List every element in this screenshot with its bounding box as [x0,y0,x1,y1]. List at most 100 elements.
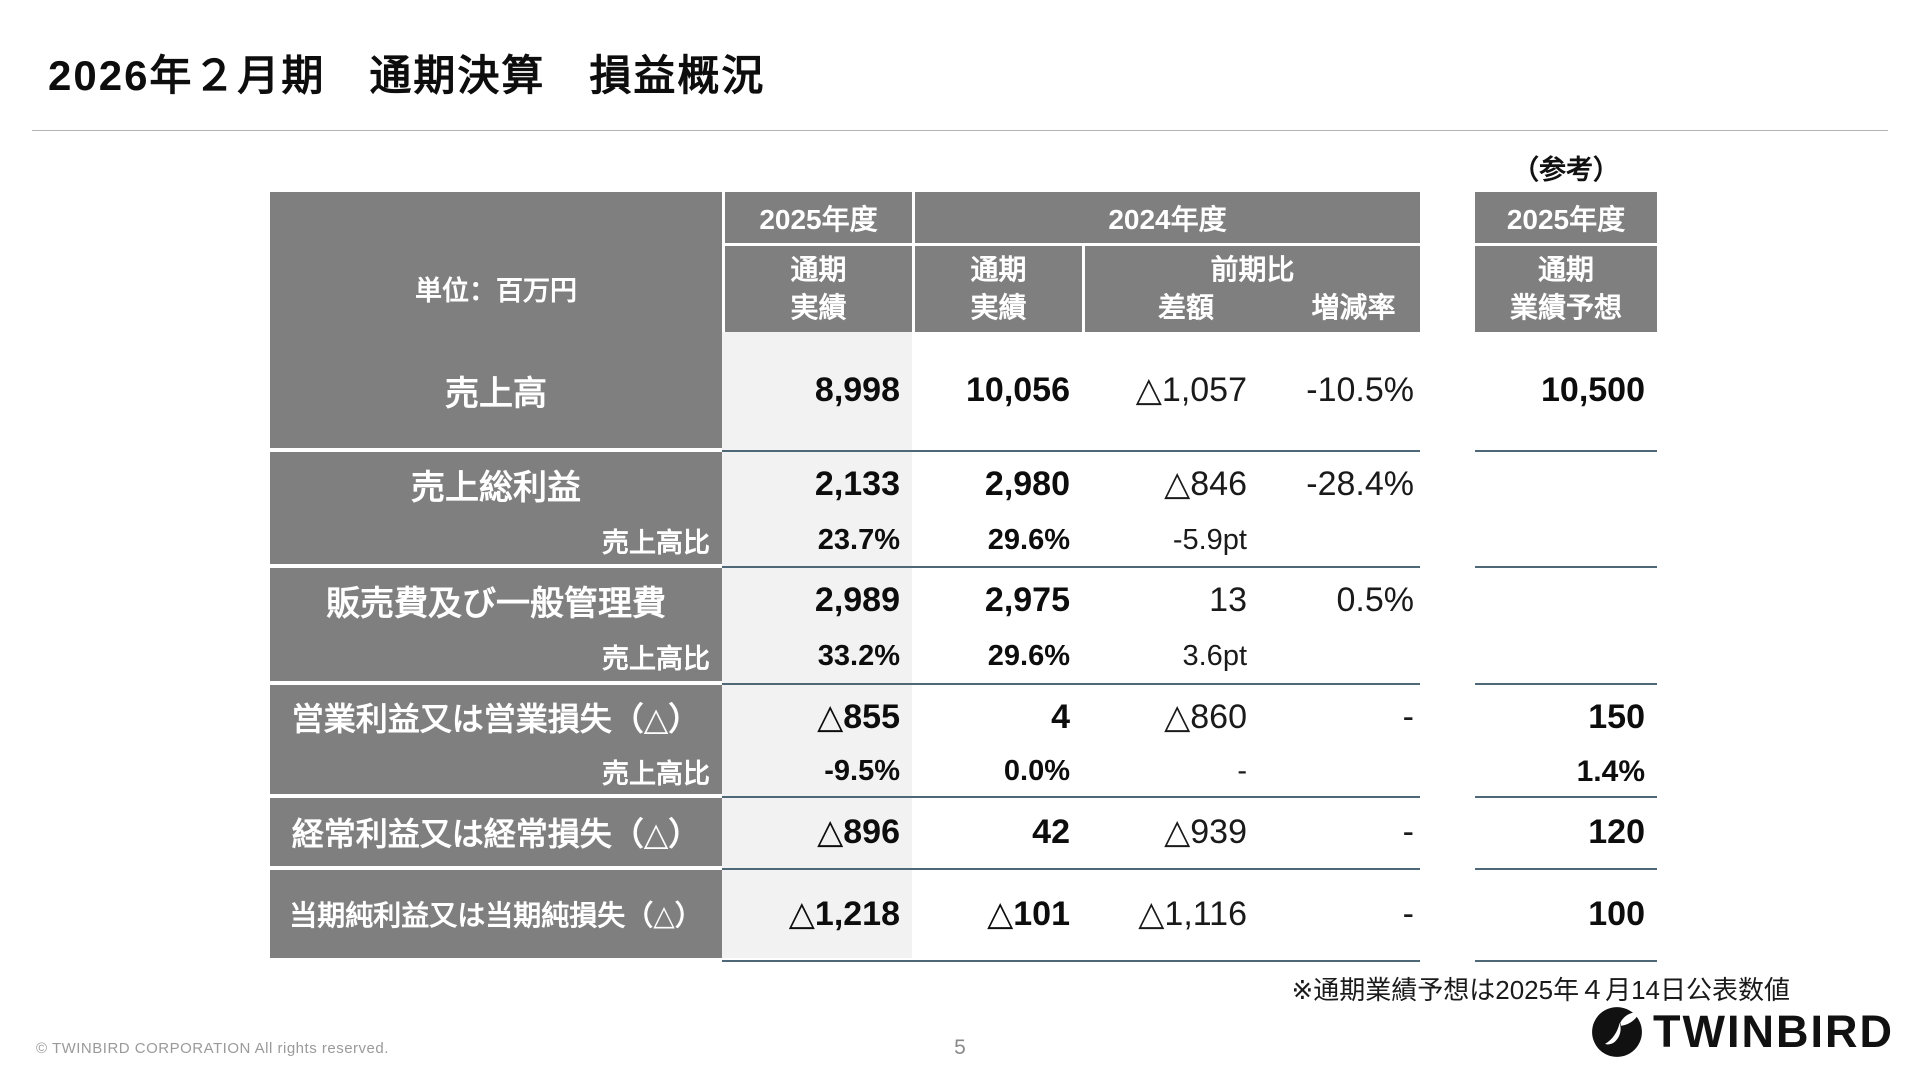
actual-2025-value: △896 [817,813,900,851]
fy2025-highlight-column [722,332,912,958]
table-row-sga: 販売費及び一般管理費 2,989 2,975 13 0.5% 売上高比 33.2… [270,568,1657,685]
page-number: 5 [954,1036,966,1059]
row-separator [722,683,1420,685]
actual-2024-value: 4 [1051,697,1070,736]
sub-row-label: 売上高比 [602,759,710,789]
row-label-cell [270,332,722,448]
unit-label: 単位：百万円 [415,276,577,306]
diff-value: △846 [1164,465,1247,503]
row-label-cell [270,568,722,681]
header-fy2025-actual: 通期 実績 [725,246,912,332]
sub-2024-value: 29.6% [987,523,1070,556]
actual-2024-value: △101 [987,895,1070,933]
table-row-net-sales: 売上高 8,998 10,056 △1,057 -10.5% 10,500 [270,332,1657,452]
row-label-cell [270,685,722,794]
sub-2024-value: 0.0% [1003,755,1070,787]
header-forecast: 通期 業績予想 [1475,246,1657,332]
sub-diff-value: 3.6pt [1182,640,1248,672]
actual-2024-value: 2,975 [984,580,1070,619]
rate-value: 0.5% [1336,580,1415,619]
header-actual-label: 実績 [970,292,1027,323]
actual-2025-value: 2,133 [814,464,900,503]
table-row-operating-income: 営業利益又は営業損失（△） △855 4 △860 - 150 売上高比 -9.… [270,685,1657,798]
actual-2025-value: 2,989 [814,580,900,619]
row-separator [722,960,1420,962]
header-fy2024: 2024年度 [915,192,1420,243]
actual-2024-value: 2,980 [984,464,1070,503]
diff-value: 13 [1209,580,1247,619]
sub-diff-value: -5.9pt [1172,523,1247,556]
header-fy2024-actual: 通期 実績 [915,246,1082,332]
table-row-net-income: 当期純利益又は当期純損失（△） △1,218 △101 △1,116 - 100 [270,870,1657,962]
pl-summary-table: 単位：百万円 2025年度 2024年度 2025年度 通期 実績 通期 実績 … [270,192,1657,962]
rate-value: -28.4% [1306,464,1414,503]
diff-value: △1,057 [1135,371,1247,409]
row-separator-forecast [1475,868,1657,870]
actual-2025-value: △1,218 [788,895,900,933]
header-forecast-year: 2025年度 [1475,192,1657,243]
twinbird-logo-text: TWINBIRD [1653,1006,1894,1057]
row-separator-forecast [1475,796,1657,798]
row-separator-forecast [1475,450,1657,452]
row-label: 売上総利益 [411,468,581,507]
row-separator-forecast [1475,566,1657,568]
row-separator-forecast [1475,683,1657,685]
diff-value: △939 [1164,813,1247,851]
row-separator-forecast [1475,960,1657,962]
forecast-footnote: ※通期業績予想は2025年４月14日公表数値 [1291,975,1790,1005]
sub-2025-value: 23.7% [817,523,900,556]
header-period-label: 通期 [970,254,1027,285]
row-label: 営業利益又は営業損失（△） [291,701,701,737]
rate-value: -10.5% [1306,370,1414,409]
row-label: 販売費及び一般管理費 [326,584,666,623]
rate-value: - [1402,812,1414,851]
row-label-cell [270,452,722,564]
sub-2024-value: 29.6% [987,640,1070,672]
table-row-ordinary-income: 経常利益又は経常損失（△） △896 42 △939 - 120 [270,798,1657,870]
header-diff-label: 差額 [1157,292,1214,323]
page-title: 2026年２月期 通期決算 損益概況 [48,52,766,99]
forecast-value: 100 [1588,894,1645,933]
actual-2024-value: 42 [1032,812,1070,851]
header-actual-label: 実績 [790,292,847,323]
forecast-value: 150 [1588,697,1645,736]
sub-forecast-value: 1.4% [1576,754,1645,788]
twinbird-logo: TWINBIRD [1591,1006,1894,1058]
header-period-label: 通期 [790,254,847,285]
actual-2025-value: △855 [817,698,900,736]
header-yoy-group: 前期比 差額 増減率 [1085,246,1420,332]
forecast-value: 10,500 [1541,370,1645,409]
row-label-cell [270,870,722,958]
table-row-gross-profit: 売上総利益 2,133 2,980 △846 -28.4% 売上高比 23.7%… [270,452,1657,568]
row-label: 経常利益又は経常損失（△） [291,816,701,852]
row-separator [722,450,1420,452]
row-separator [722,796,1420,798]
copyright-text: © TWINBIRD CORPORATION All rights reserv… [36,1040,389,1057]
row-label: 売上高 [445,374,547,413]
sub-diff-value: - [1237,755,1247,787]
row-separator [722,868,1420,870]
rate-value: - [1402,894,1414,933]
header-forecast-label: 業績予想 [1509,292,1622,323]
sub-2025-value: 33.2% [817,640,900,672]
header-change-rate-label: 増減率 [1311,292,1396,323]
header-fy2025: 2025年度 [725,192,912,243]
twinbird-logo-icon [1592,1007,1642,1057]
forecast-value: 120 [1588,812,1645,851]
header-yoy-label: 前期比 [1210,254,1295,285]
row-separator [722,566,1420,568]
unit-label-cell: 単位：百万円 [270,192,722,332]
header-forecast-period-label: 通期 [1537,254,1594,285]
row-label-cell [270,798,722,866]
sub-row-label: 売上高比 [602,644,710,674]
header-yoy-subrow: 差額 増減率 [1085,289,1420,327]
diff-value: △1,116 [1138,895,1247,933]
diff-value: △860 [1164,698,1247,736]
sub-2025-value: -9.5% [824,755,900,787]
actual-2024-value: 10,056 [966,370,1070,409]
row-label: 当期純利益又は当期純損失（△） [289,900,703,931]
title-divider [32,130,1888,131]
rate-value: - [1402,697,1414,736]
reference-label: （参考） [1512,155,1620,185]
